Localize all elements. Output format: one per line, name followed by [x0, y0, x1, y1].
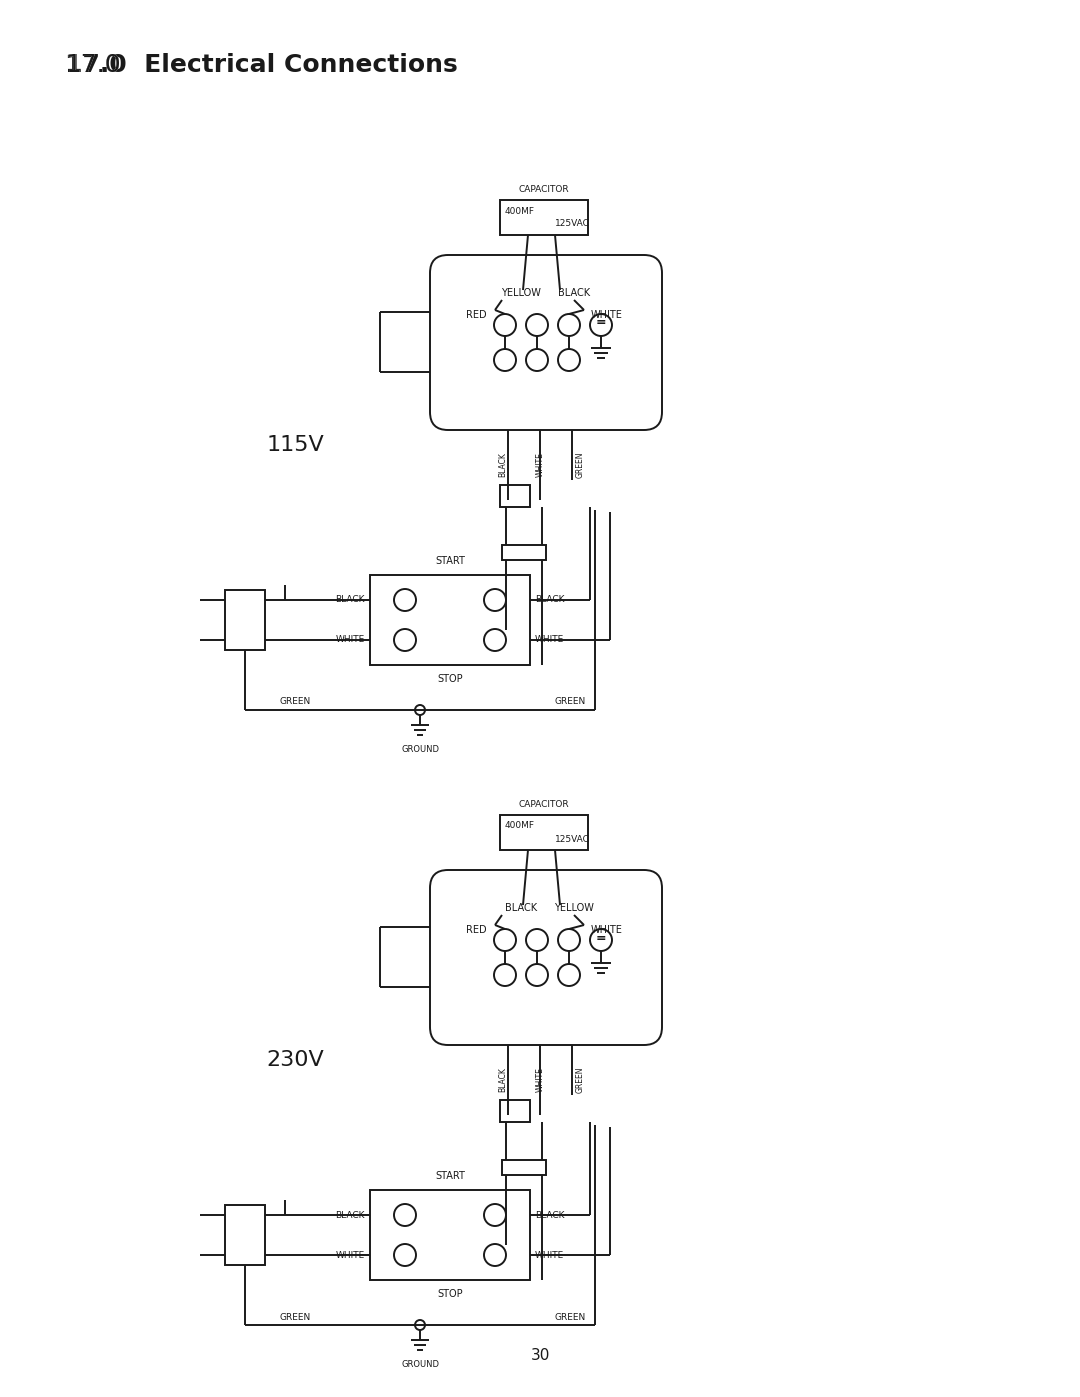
Text: WHITE: WHITE	[535, 1250, 564, 1260]
FancyBboxPatch shape	[430, 870, 662, 1045]
Circle shape	[558, 929, 580, 951]
Text: WHITE: WHITE	[536, 1067, 544, 1092]
Text: 400MF: 400MF	[505, 821, 535, 830]
Text: 400MF: 400MF	[505, 207, 535, 215]
Circle shape	[394, 1243, 416, 1266]
Circle shape	[484, 590, 507, 610]
Text: GREEN: GREEN	[554, 697, 585, 707]
Bar	[502, 545, 546, 560]
Text: RED: RED	[467, 925, 487, 935]
Text: BLACK: BLACK	[505, 902, 537, 914]
Text: GREEN: GREEN	[576, 1067, 584, 1094]
Text: BLACK: BLACK	[499, 1067, 508, 1092]
Bar	[370, 1190, 530, 1280]
Text: 17.0: 17.0	[65, 53, 121, 77]
Text: GREEN: GREEN	[280, 697, 311, 707]
Text: BLACK: BLACK	[558, 288, 590, 298]
Text: GROUND: GROUND	[401, 745, 438, 754]
Circle shape	[590, 929, 612, 951]
Circle shape	[494, 929, 516, 951]
Text: 115V: 115V	[266, 434, 324, 455]
Text: YELLOW: YELLOW	[501, 288, 541, 298]
Text: 230V: 230V	[266, 1051, 324, 1070]
Circle shape	[494, 314, 516, 337]
Text: GREEN: GREEN	[280, 1313, 311, 1322]
Bar	[500, 814, 588, 849]
Text: BLACK: BLACK	[336, 595, 365, 605]
Text: =: =	[596, 317, 606, 330]
Text: STOP: STOP	[437, 1289, 463, 1299]
Text: 17.0: 17.0	[65, 53, 121, 77]
Text: WHITE: WHITE	[536, 453, 544, 478]
Bar	[225, 1206, 265, 1266]
Text: BLACK: BLACK	[535, 1210, 565, 1220]
Circle shape	[558, 964, 580, 986]
Circle shape	[526, 349, 548, 372]
Circle shape	[484, 629, 507, 651]
Text: WHITE: WHITE	[591, 925, 623, 935]
Bar	[225, 590, 265, 650]
Circle shape	[526, 964, 548, 986]
Circle shape	[526, 314, 548, 337]
Text: YELLOW: YELLOW	[554, 902, 594, 914]
Circle shape	[394, 1204, 416, 1227]
Bar	[370, 576, 530, 665]
Text: 125VAC: 125VAC	[555, 834, 590, 844]
Text: 17.0: 17.0	[65, 53, 121, 77]
Text: RED: RED	[467, 310, 487, 320]
Bar	[500, 200, 588, 235]
Bar	[500, 1099, 530, 1122]
Circle shape	[494, 964, 516, 986]
Circle shape	[394, 590, 416, 610]
Circle shape	[526, 929, 548, 951]
Text: CAPACITOR: CAPACITOR	[518, 184, 569, 194]
Text: WHITE: WHITE	[336, 636, 365, 644]
Circle shape	[590, 314, 612, 337]
Text: GROUND: GROUND	[401, 1361, 438, 1369]
Circle shape	[494, 349, 516, 372]
Text: START: START	[435, 556, 464, 566]
Circle shape	[558, 349, 580, 372]
Text: GREEN: GREEN	[554, 1313, 585, 1322]
Text: GREEN: GREEN	[576, 451, 584, 478]
Circle shape	[415, 705, 426, 715]
Circle shape	[484, 1204, 507, 1227]
Bar	[500, 485, 530, 507]
Text: BLACK: BLACK	[499, 453, 508, 478]
Text: 30: 30	[530, 1348, 550, 1362]
Text: CAPACITOR: CAPACITOR	[518, 800, 569, 809]
Bar	[502, 1160, 546, 1175]
Circle shape	[558, 314, 580, 337]
FancyBboxPatch shape	[430, 256, 662, 430]
Circle shape	[415, 1320, 426, 1330]
Text: BLACK: BLACK	[336, 1210, 365, 1220]
Text: =: =	[596, 932, 606, 944]
Text: START: START	[435, 1171, 464, 1180]
Text: BLACK: BLACK	[535, 595, 565, 605]
Text: WHITE: WHITE	[336, 1250, 365, 1260]
Text: STOP: STOP	[437, 673, 463, 685]
Text: 125VAC: 125VAC	[555, 219, 590, 229]
Text: WHITE: WHITE	[591, 310, 623, 320]
Circle shape	[394, 629, 416, 651]
Circle shape	[484, 1243, 507, 1266]
Text: WHITE: WHITE	[535, 636, 564, 644]
Text: 17.0  Electrical Connections: 17.0 Electrical Connections	[65, 53, 458, 77]
